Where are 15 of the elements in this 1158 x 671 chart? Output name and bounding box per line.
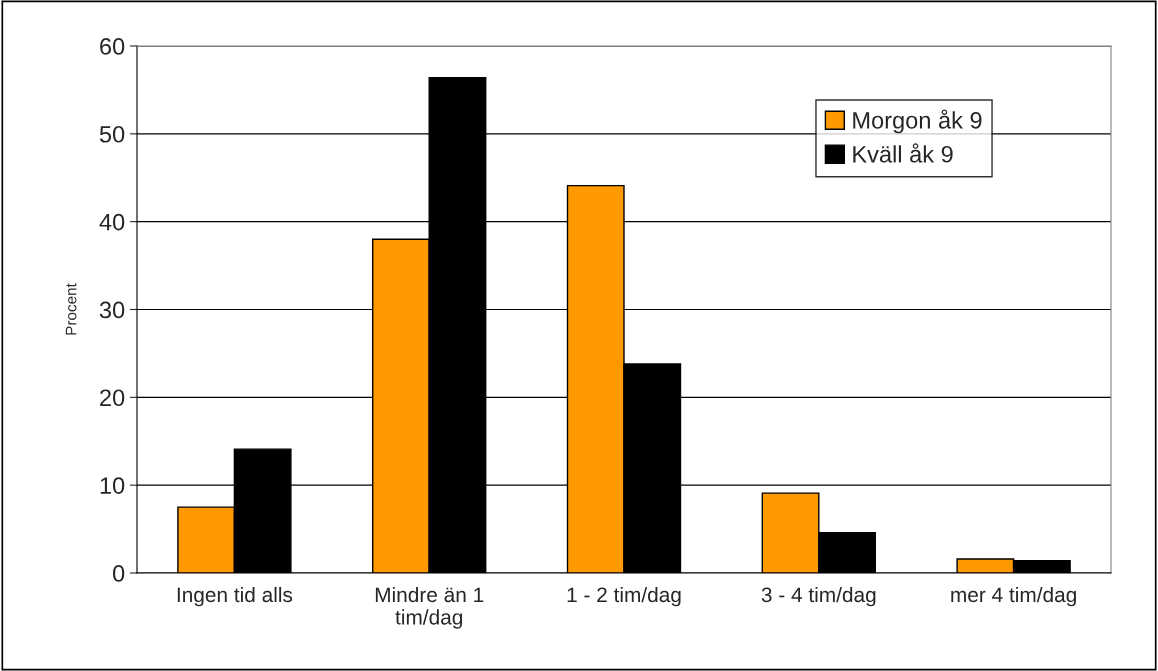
x-tick-label: Mindre än 1 tim/dag [375,586,484,629]
x-tick-label: Ingen tid alls [177,586,293,607]
y-tick-label: 50 [99,125,125,143]
legend-label: Kväll åk 9 [853,143,953,163]
x-tick-label: mer 4 tim/dag [951,586,1076,607]
y-tick-label: 10 [100,477,125,494]
y-tick-label: 0 [112,565,125,582]
y-axis-title: Procent [65,283,77,335]
y-tick-label: 60 [100,38,125,55]
y-tick-label: 30 [99,301,125,319]
y-tick-label: 20 [100,389,125,407]
x-tick-label: 1 - 2 tim/dag [567,586,681,607]
y-tick-label: 40 [99,213,125,231]
x-tick-label: 3 - 4 tim/dag [761,586,876,607]
legend-label: Morgon åk 9 [853,109,982,134]
